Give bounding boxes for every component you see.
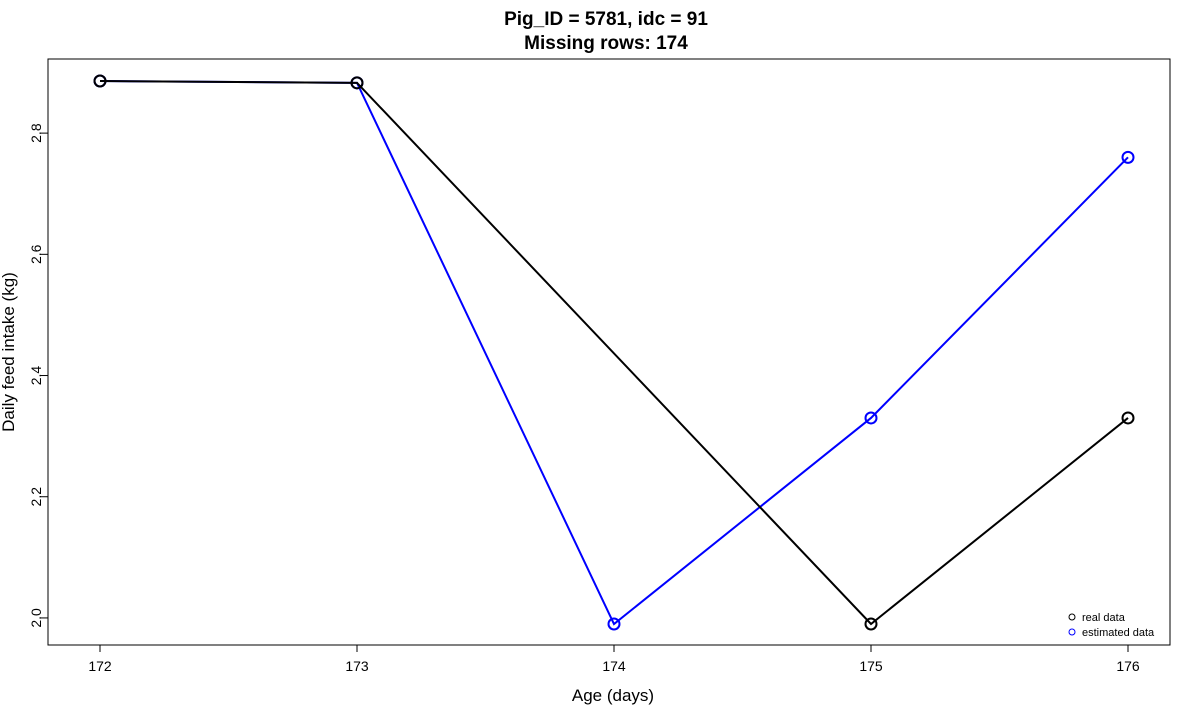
data-point — [350, 76, 364, 90]
legend: real data estimated data — [1068, 612, 1155, 639]
legend-marker — [1068, 613, 1076, 621]
x-axis-label: Age (days) — [572, 686, 654, 705]
y-axis: 2.0 2.2 2.4 2.6 2.8 — [28, 123, 49, 628]
series-layer — [93, 74, 1135, 631]
data-point — [1121, 411, 1135, 425]
legend-label: real data — [1082, 612, 1126, 624]
series — [93, 74, 1135, 631]
x-tick-label: 175 — [859, 658, 883, 674]
x-axis: 172 173 174 175 176 — [88, 644, 1140, 674]
legend-marker — [1068, 628, 1076, 636]
legend-label: estimated data — [1082, 627, 1155, 639]
y-axis-label: Daily feed intake (kg) — [0, 272, 18, 432]
y-tick-label: 2.6 — [28, 244, 44, 264]
data-point — [607, 617, 621, 631]
y-tick-label: 2.2 — [28, 487, 44, 507]
x-tick-label: 173 — [345, 658, 369, 674]
x-tick-label: 172 — [88, 658, 112, 674]
y-tick-label: 2.4 — [28, 366, 44, 386]
series-line — [99, 80, 1129, 626]
chart-title: Pig_ID = 5781, idc = 91 — [504, 9, 708, 30]
y-tick-label: 2.8 — [28, 123, 44, 143]
plot-frame — [47, 58, 1171, 646]
x-tick-label: 176 — [1116, 658, 1140, 674]
data-point — [864, 411, 878, 425]
data-point — [864, 617, 878, 631]
y-tick-label: 2.0 — [28, 608, 44, 628]
x-tick-label: 174 — [602, 658, 626, 674]
data-point — [1121, 150, 1135, 164]
chart-subtitle: Missing rows: 174 — [524, 33, 688, 54]
data-point — [93, 74, 107, 88]
